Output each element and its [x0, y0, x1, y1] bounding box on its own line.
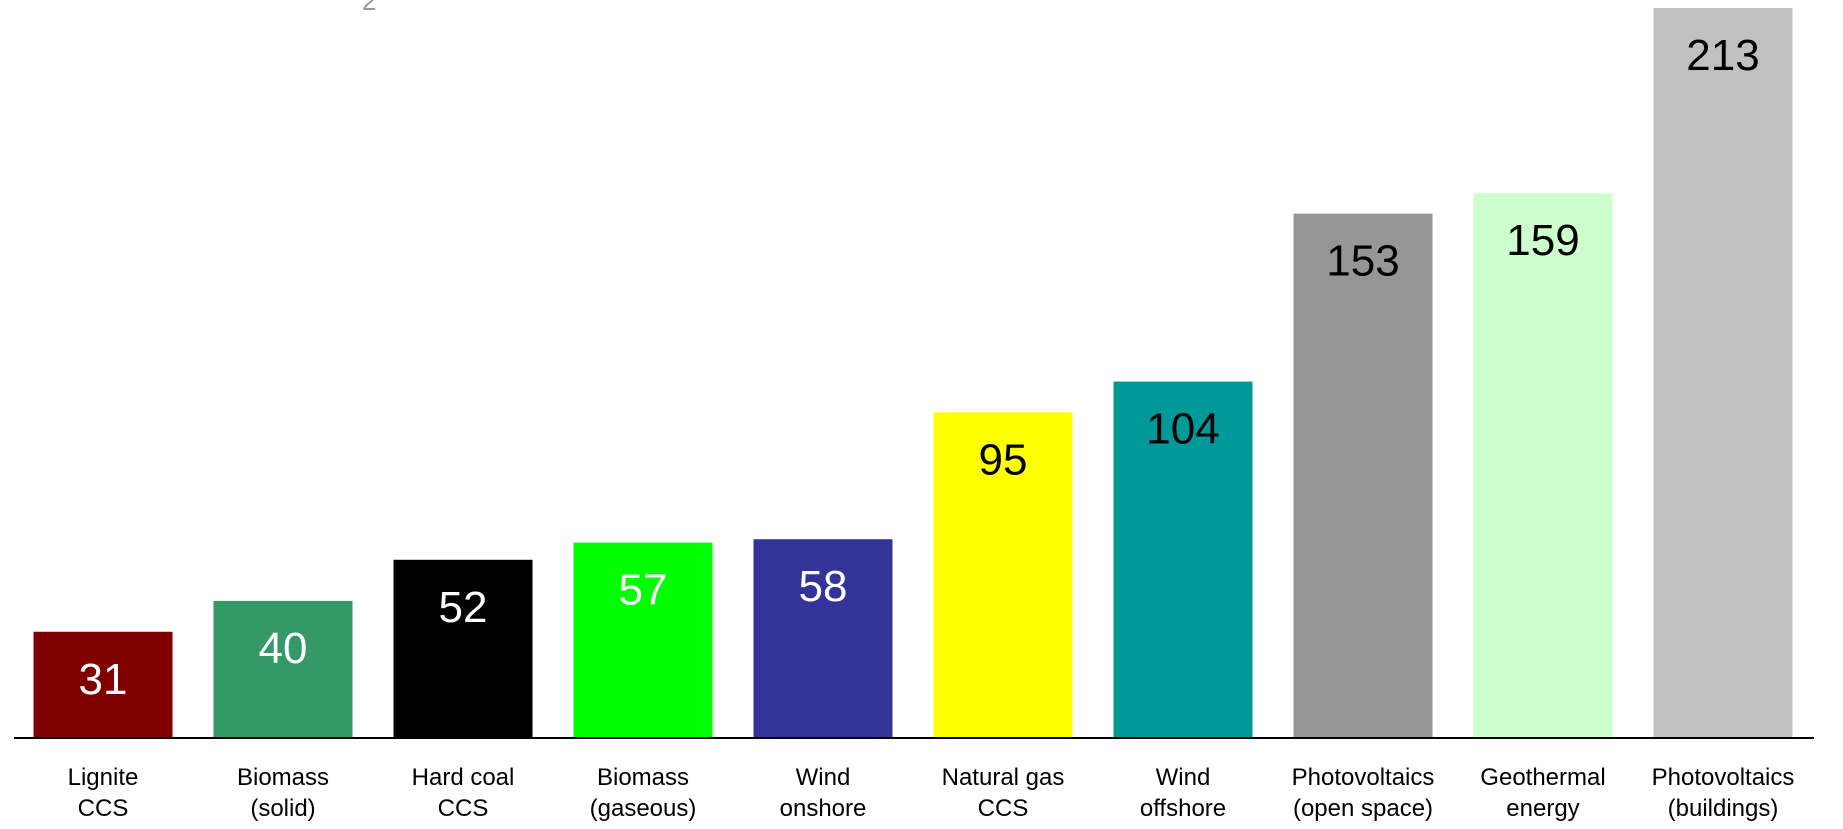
- bar-3: [573, 542, 713, 738]
- category-label: Photovoltaics: [1652, 764, 1795, 791]
- category-label: onshore: [780, 795, 867, 822]
- category-label: Geothermal: [1480, 764, 1605, 791]
- bar-1: [213, 600, 353, 738]
- bar-value-label: 159: [1506, 216, 1579, 265]
- category-labels-group: Lignite CCS Biomass (solid) Hard coal CCS Biom…: [68, 764, 1795, 822]
- category-label: Natural gas: [942, 764, 1065, 791]
- category-label: Lignite: [68, 764, 139, 791]
- bar-value-label: 52: [439, 583, 488, 632]
- category-label: energy: [1506, 795, 1579, 822]
- category-label: CCS: [78, 795, 129, 822]
- category-label: CCS: [438, 795, 489, 822]
- category-label: (solid): [250, 795, 315, 822]
- category-label: (buildings): [1668, 795, 1779, 822]
- bar-7: [1293, 213, 1433, 739]
- bar-value-label: 57: [619, 566, 668, 615]
- category-label: (gaseous): [590, 795, 697, 822]
- bar-0: [33, 631, 173, 738]
- category-label: Biomass: [237, 764, 329, 791]
- bar-value-label: 104: [1146, 405, 1219, 454]
- bar-value-label: 58: [799, 562, 848, 611]
- bar-6: [1113, 381, 1253, 738]
- bar-5: [933, 412, 1073, 738]
- bar-value-label: 31: [79, 655, 128, 704]
- bars-group: 31 40 52 57 58 95 104 153 159 213: [33, 8, 1793, 739]
- category-label: Photovoltaics: [1292, 764, 1435, 791]
- category-label: CCS: [978, 795, 1029, 822]
- bar-value-label: 153: [1326, 237, 1399, 286]
- category-label: Biomass: [597, 764, 689, 791]
- bar-value-label: 40: [259, 624, 308, 673]
- bar-8: [1473, 193, 1613, 738]
- category-label: offshore: [1140, 795, 1226, 822]
- bar-value-label: 213: [1686, 31, 1759, 80]
- bar-4: [753, 539, 893, 738]
- category-label: Wind: [1156, 764, 1211, 791]
- bar-2: [393, 559, 533, 738]
- bar-value-label: 95: [979, 435, 1028, 484]
- header-fragment: 2: [362, 0, 377, 16]
- bar-9: [1653, 8, 1793, 738]
- category-label: (open space): [1293, 795, 1433, 822]
- category-label: Wind: [796, 764, 851, 791]
- category-label: Hard coal: [412, 764, 515, 791]
